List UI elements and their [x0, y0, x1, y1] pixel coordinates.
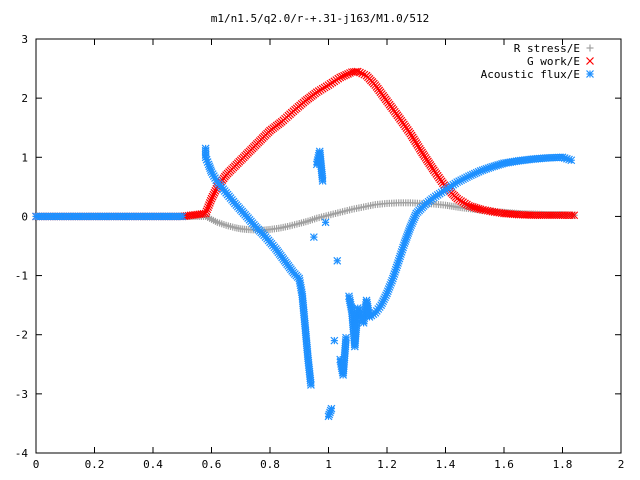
- data-point: [336, 73, 345, 82]
- y-tick-label: -4: [15, 447, 29, 460]
- data-point: [330, 336, 339, 345]
- data-point: [208, 192, 217, 201]
- x-tick-label: 2: [618, 458, 625, 471]
- legend-marker: [586, 44, 594, 52]
- y-tick-label: -1: [15, 270, 28, 283]
- x-tick-label: 1: [325, 458, 332, 471]
- data-point: [206, 196, 215, 205]
- legend-marker: [586, 57, 594, 65]
- y-tick-label: 1: [21, 151, 28, 164]
- data-point: [203, 205, 212, 214]
- data-point: [360, 70, 369, 79]
- data-point: [307, 381, 315, 389]
- data-point: [204, 203, 213, 212]
- data-point: [483, 206, 492, 215]
- x-tick-label: 0.8: [260, 458, 280, 471]
- x-tick-label: 1.4: [436, 458, 456, 471]
- x-tick-label: 1.6: [494, 458, 514, 471]
- data-point: [309, 233, 318, 242]
- data-point: [202, 207, 211, 216]
- data-point: [209, 190, 218, 199]
- y-tick-label: -3: [15, 388, 28, 401]
- data-point: [567, 156, 576, 165]
- series-2: [32, 144, 576, 421]
- data-point: [340, 71, 349, 80]
- x-tick-label: 0.2: [85, 458, 105, 471]
- y-tick-label: -2: [15, 329, 28, 342]
- legend-marker: [586, 70, 594, 78]
- data-point: [570, 211, 579, 220]
- series-1: [32, 67, 579, 221]
- data-point: [205, 201, 213, 209]
- data-point: [207, 194, 216, 203]
- data-point: [333, 256, 342, 265]
- data-point: [321, 218, 330, 227]
- data-point: [358, 69, 367, 78]
- y-tick-label: 0: [21, 210, 28, 223]
- data-point: [210, 188, 219, 197]
- x-tick-label: 1.8: [553, 458, 573, 471]
- data-point: [342, 333, 350, 342]
- axis-ticks: 0 0.2 0.4 0.6 0.8 1 1.2 1.4 1.6 1.8 2 3 2 1 0 -1 -2 -3 -4: [15, 33, 625, 471]
- y-tick-label: 3: [21, 33, 28, 46]
- data-point: [201, 209, 210, 218]
- data-point: [318, 177, 327, 185]
- legend-label: R stress/E: [514, 42, 580, 55]
- plot-frame: [35, 38, 622, 454]
- data-point: [479, 205, 487, 214]
- data-point: [178, 212, 187, 221]
- data-point: [481, 206, 490, 215]
- data-point: [338, 72, 347, 81]
- x-tick-label: 0: [33, 458, 40, 471]
- x-tick-label: 0.4: [143, 458, 163, 471]
- x-tick-label: 0.6: [202, 458, 222, 471]
- data-point: [344, 69, 352, 78]
- data-point: [476, 205, 485, 214]
- legend-label: Acoustic flux/E: [481, 68, 580, 81]
- chart-title: m1/n1.5/q2.0/r-+.31-j163/M1.0/512: [211, 12, 430, 25]
- legend-label: G work/E: [527, 55, 580, 68]
- x-tick-label: 1.2: [377, 458, 397, 471]
- series-marks: [32, 67, 579, 421]
- data-point: [356, 68, 364, 77]
- data-point: [205, 198, 214, 207]
- data-point: [327, 404, 336, 413]
- data-point: [353, 67, 362, 76]
- data-point: [567, 211, 576, 220]
- data-point: [342, 70, 350, 79]
- y-tick-label: 2: [21, 92, 28, 105]
